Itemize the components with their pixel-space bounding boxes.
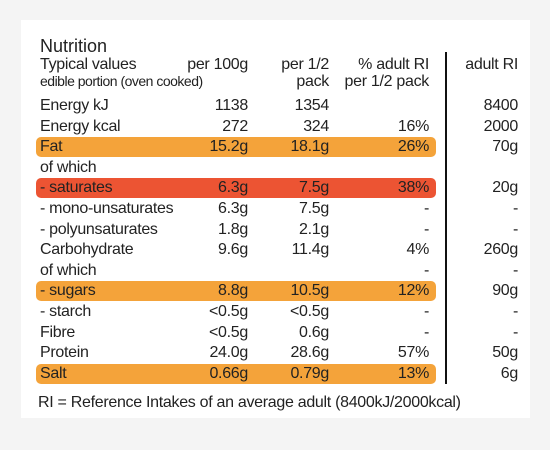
row-per-half-pack: 324 — [303, 117, 329, 135]
row-label: - sugars — [40, 282, 96, 300]
table-row: Protein 24.0g 28.6g 57% 50g — [36, 343, 518, 363]
row-adult-ri: 260g — [483, 241, 519, 259]
row-label: Salt — [40, 364, 67, 382]
row-adult-ri: 20g — [492, 179, 518, 197]
row-pct-adult-ri: 26% — [397, 138, 429, 156]
row-per-100g: <0.5g — [209, 323, 248, 341]
row-label: - saturates — [40, 179, 113, 197]
row-label: Energy kcal — [40, 117, 121, 135]
row-per-half-pack: 7.5g — [299, 200, 329, 217]
row-pct-adult-ri: - — [423, 261, 429, 279]
header-typical-values: Typical values edible portion (oven cook… — [40, 56, 203, 90]
row-adult-ri: - — [512, 200, 518, 217]
row-adult-ri: 8400 — [483, 97, 519, 114]
row-per-100g: <0.5g — [209, 303, 248, 320]
row-label: Fat — [40, 138, 63, 156]
row-label: of which — [40, 261, 97, 279]
row-per-half-pack: 28.6g — [290, 344, 329, 362]
highlight-band — [36, 137, 436, 158]
row-label: Fibre — [40, 323, 75, 341]
row-pct-adult-ri: 12% — [397, 282, 429, 300]
row-adult-ri: 50g — [492, 344, 518, 362]
header-per-100g: per 100g — [187, 56, 248, 73]
row-label: Energy kJ — [40, 97, 109, 114]
row-pct-adult-ri: 13% — [397, 364, 429, 382]
row-per-100g: 6.3g — [218, 200, 248, 217]
header-per-half-pack: per 1/2 pack — [254, 56, 329, 90]
highlight-band — [36, 363, 436, 384]
table-row: Salt 0.66g 0.79g 13% 6g — [36, 363, 519, 384]
table-row: - mono-unsaturates 6.3g 7.5g - - — [36, 199, 518, 219]
row-adult-ri: - — [512, 261, 518, 279]
table-row: Energy kJ 1138 1354 8400 — [36, 96, 518, 116]
row-per-100g: 9.6g — [218, 241, 248, 259]
row-adult-ri: - — [512, 303, 518, 320]
header-per-half-pack-line2: pack — [296, 73, 329, 90]
row-per-half-pack: 0.6g — [299, 323, 329, 341]
header-pct-adult-ri-line1: % adult RI — [358, 56, 429, 73]
row-per-100g: 1138 — [214, 97, 249, 114]
row-per-half-pack: 2.1g — [299, 220, 329, 238]
row-per-half-pack: <0.5g — [290, 303, 329, 320]
row-label: of which — [40, 158, 97, 176]
row-pct-adult-ri: - — [423, 303, 429, 320]
row-per-100g: 8.8g — [218, 282, 248, 300]
table-row: - sugars 8.8g 10.5g 12% 90g — [36, 281, 518, 302]
table-row: Fibre <0.5g 0.6g - - — [36, 323, 518, 343]
header-per-half-pack-line1: per 1/2 — [281, 56, 329, 73]
row-adult-ri: 70g — [492, 138, 518, 156]
table-row: Fat 15.2g 18.1g 26% 70g — [36, 137, 518, 158]
nutrition-title: Nutrition — [40, 36, 108, 56]
row-per-half-pack: 0.79g — [290, 364, 329, 382]
row-label: - polyunsaturates — [40, 220, 158, 238]
table-row: - starch <0.5g <0.5g - - — [36, 302, 518, 322]
highlight-band — [36, 281, 436, 302]
header-typical-values-line1: Typical values — [40, 56, 137, 73]
row-pct-adult-ri: 57% — [397, 344, 429, 362]
row-label: Carbohydrate — [40, 241, 134, 259]
row-adult-ri: 90g — [492, 282, 518, 300]
column-divider — [445, 52, 447, 384]
table-row: - polyunsaturates 1.8g 2.1g - - — [36, 220, 518, 240]
row-per-100g: 15.2g — [209, 138, 248, 156]
row-per-half-pack: 10.5g — [290, 282, 329, 300]
row-per-half-pack: 11.4g — [291, 241, 330, 259]
header-adult-ri: adult RI — [465, 56, 518, 73]
row-pct-adult-ri: 16% — [397, 117, 429, 135]
row-adult-ri: 2000 — [483, 117, 519, 135]
footer-note: RI = Reference Intakes of an average adu… — [38, 394, 461, 411]
row-label: - mono-unsaturates — [40, 200, 174, 217]
header-pct-adult-ri: % adult RI per 1/2 pack — [331, 56, 430, 90]
row-pct-adult-ri: - — [423, 323, 429, 341]
row-per-half-pack: 7.5g — [299, 179, 329, 197]
row-adult-ri: 6g — [500, 364, 519, 382]
row-per-half-pack: 18.1g — [290, 138, 329, 156]
row-per-100g: 1.8g — [218, 220, 248, 238]
row-per-100g: 6.3g — [218, 179, 248, 197]
row-per-half-pack: 1354 — [294, 97, 330, 114]
table-row: of which — [36, 158, 518, 178]
table-row: - saturates 6.3g 7.5g 38% 20g — [36, 178, 518, 199]
row-adult-ri: - — [512, 220, 518, 238]
row-pct-adult-ri: 4% — [406, 241, 429, 259]
highlight-band — [36, 178, 436, 199]
header-typical-values-line2: edible portion (oven cooked) — [40, 73, 203, 89]
row-pct-adult-ri: 38% — [397, 179, 429, 197]
table-row: Energy kcal 272 324 16% 2000 — [36, 117, 518, 137]
row-per-100g: 0.66g — [209, 364, 248, 382]
table-row: of which - - — [36, 261, 518, 281]
row-pct-adult-ri: - — [423, 200, 429, 217]
table-row: Carbohydrate 9.6g 11.4g 4% 260g — [36, 240, 518, 260]
row-per-100g: 272 — [222, 117, 248, 135]
row-label: Protein — [40, 344, 89, 362]
row-adult-ri: - — [512, 323, 518, 341]
row-label: - starch — [40, 303, 91, 320]
row-pct-adult-ri: - — [423, 220, 429, 238]
row-per-100g: 24.0g — [209, 344, 248, 362]
header-pct-adult-ri-line2: per 1/2 pack — [344, 73, 430, 90]
